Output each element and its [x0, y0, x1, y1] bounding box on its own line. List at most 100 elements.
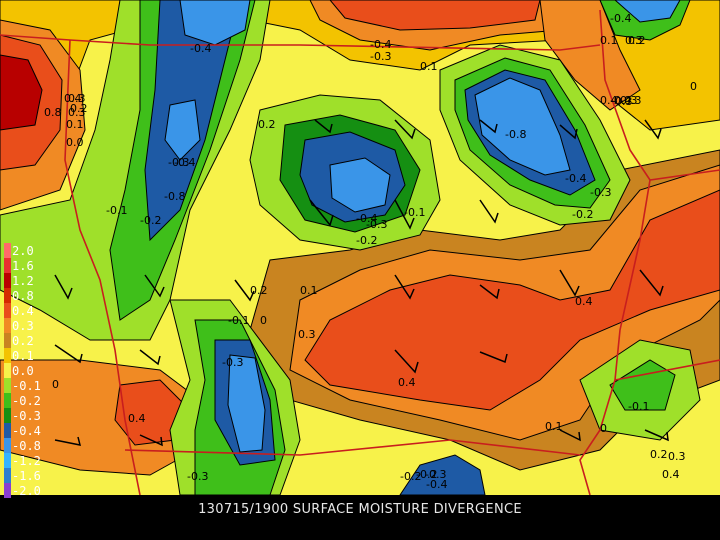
- wind-barb: [54, 344, 83, 364]
- contour-label: -0.4: [174, 156, 195, 169]
- wind-barb: [234, 279, 255, 302]
- contour-label: 0.4: [128, 412, 146, 425]
- contour-label: -0.4: [610, 12, 631, 25]
- contour-label: -0.1: [628, 400, 649, 413]
- legend-swatch: [4, 378, 11, 393]
- wind-barb: [314, 119, 333, 134]
- field-darkred-nw: [0, 54, 43, 131]
- field-ltblue-west: [179, 0, 251, 46]
- contour-label: -0.1: [228, 314, 249, 327]
- contour-label: -0.8: [164, 190, 185, 203]
- legend-label: -1.6: [12, 469, 41, 483]
- contour-label: -0.3: [590, 186, 611, 199]
- legend-label: 2.0: [12, 244, 34, 258]
- legend-label: -1.2: [12, 454, 41, 468]
- contour-label: 0.4: [398, 376, 416, 389]
- legend-label: 0.3: [12, 319, 34, 333]
- wind-barb: [394, 199, 415, 230]
- map-title: 130715/1900 SURFACE MOISTURE DIVERGENCE: [198, 502, 522, 517]
- contour-label: -0.4: [190, 42, 211, 55]
- wind-barb: [644, 119, 662, 140]
- contour-label: 0.1: [420, 60, 438, 73]
- wind-barb: [144, 274, 165, 298]
- wind-barb: [394, 274, 415, 300]
- contour-label: -0.3: [168, 156, 189, 169]
- contour-label: -0.2: [572, 208, 593, 221]
- contour-label: -0.3: [366, 218, 387, 231]
- wind-barb: [139, 434, 163, 447]
- legend-swatch: [4, 303, 11, 318]
- field-ltblue-central: [329, 157, 391, 213]
- contour-label: -0.3: [187, 470, 208, 483]
- wind-barb: [479, 199, 499, 224]
- color-legend: 2.0 1.6 1.2 0.8 0.4 0.3 0.2 0.1 0.0 -0.1 -0.2 -0.3-…: [0, 243, 46, 513]
- legend-swatch: [4, 483, 11, 498]
- field-red-east: [304, 189, 720, 411]
- contour-label: 0.2: [258, 118, 276, 131]
- contour-label: -0.3: [222, 356, 243, 369]
- wind-barb: [54, 436, 82, 446]
- boundary-west: [64, 39, 141, 495]
- contour-label: -0.2: [416, 468, 437, 481]
- contour-label: 0.0: [66, 136, 84, 149]
- legend-label: -0.3: [12, 409, 41, 423]
- contour-label: 0.3: [68, 106, 86, 119]
- legend-swatch: [4, 243, 11, 258]
- legend-label: -0.1: [12, 379, 41, 393]
- wind-barb: [559, 429, 581, 442]
- wind-barb: [644, 429, 669, 442]
- contour-label: -0.2: [356, 234, 377, 247]
- legend-swatch: [4, 288, 11, 303]
- contour-label: -0.3: [620, 94, 641, 107]
- field-ltblue-west2: [164, 99, 201, 161]
- contour-label: 0.3: [625, 34, 643, 47]
- contour-label: 0: [600, 422, 607, 435]
- legend-label: -0.2: [12, 394, 41, 408]
- contour-label: -0.3: [425, 468, 446, 481]
- legend-swatch: [4, 408, 11, 423]
- wind-barb: [479, 119, 498, 134]
- contour-label: -0.4: [426, 478, 447, 491]
- legend-label: -0.8: [12, 439, 41, 453]
- wind-barb: [559, 124, 578, 140]
- wind-barb: [479, 351, 508, 364]
- legend-swatch: [4, 348, 11, 363]
- contour-label: 0.4: [600, 94, 618, 107]
- contour-label: 0.4: [64, 92, 82, 105]
- legend-swatch: [4, 258, 11, 273]
- contour-label: -0.4: [370, 38, 391, 51]
- contour-label: 0.1: [300, 284, 318, 297]
- boundary-north: [0, 34, 601, 51]
- contour-label: 0.2: [250, 284, 268, 297]
- contour-label: 0.3: [620, 94, 638, 107]
- legend-swatch: [4, 273, 11, 288]
- legend-swatch: [4, 423, 11, 438]
- wind-barb: [394, 349, 419, 374]
- legend-label: 1.2: [12, 274, 34, 288]
- legend-label: 0.4: [12, 304, 34, 318]
- legend-swatch: [4, 393, 11, 408]
- legend-swatch: [4, 453, 11, 468]
- contour-labels: -0.4 -0.4-0.30.1-0.40.30.1 0.20.30.4 0.30.8…: [44, 12, 697, 491]
- contour-label: -0.2: [400, 470, 421, 483]
- boundary-se: [614, 359, 720, 381]
- wind-barb: [479, 284, 500, 300]
- legend-swatch: [4, 333, 11, 348]
- contour-label: 0.8: [44, 106, 62, 119]
- field-ltblue-south: [227, 354, 266, 453]
- wind-barb: [394, 119, 416, 140]
- wind-barb: [139, 349, 161, 366]
- contour-label: 0: [690, 80, 697, 93]
- contour-label: 0.3: [68, 92, 86, 105]
- wind-barb: [54, 274, 73, 300]
- legend-label: 0.0: [12, 364, 34, 378]
- contour-label: 0: [260, 314, 267, 327]
- legend-swatch: [4, 318, 11, 333]
- wind-barb: [309, 199, 334, 227]
- contour-label: -0.1: [106, 204, 127, 217]
- legend-swatch: [4, 468, 11, 483]
- contour-label: -0.4: [356, 212, 377, 225]
- contour-label: 0.4: [662, 468, 680, 481]
- legend-label: -0.4: [12, 424, 41, 438]
- field-ltblue-necorner: [614, 0, 681, 23]
